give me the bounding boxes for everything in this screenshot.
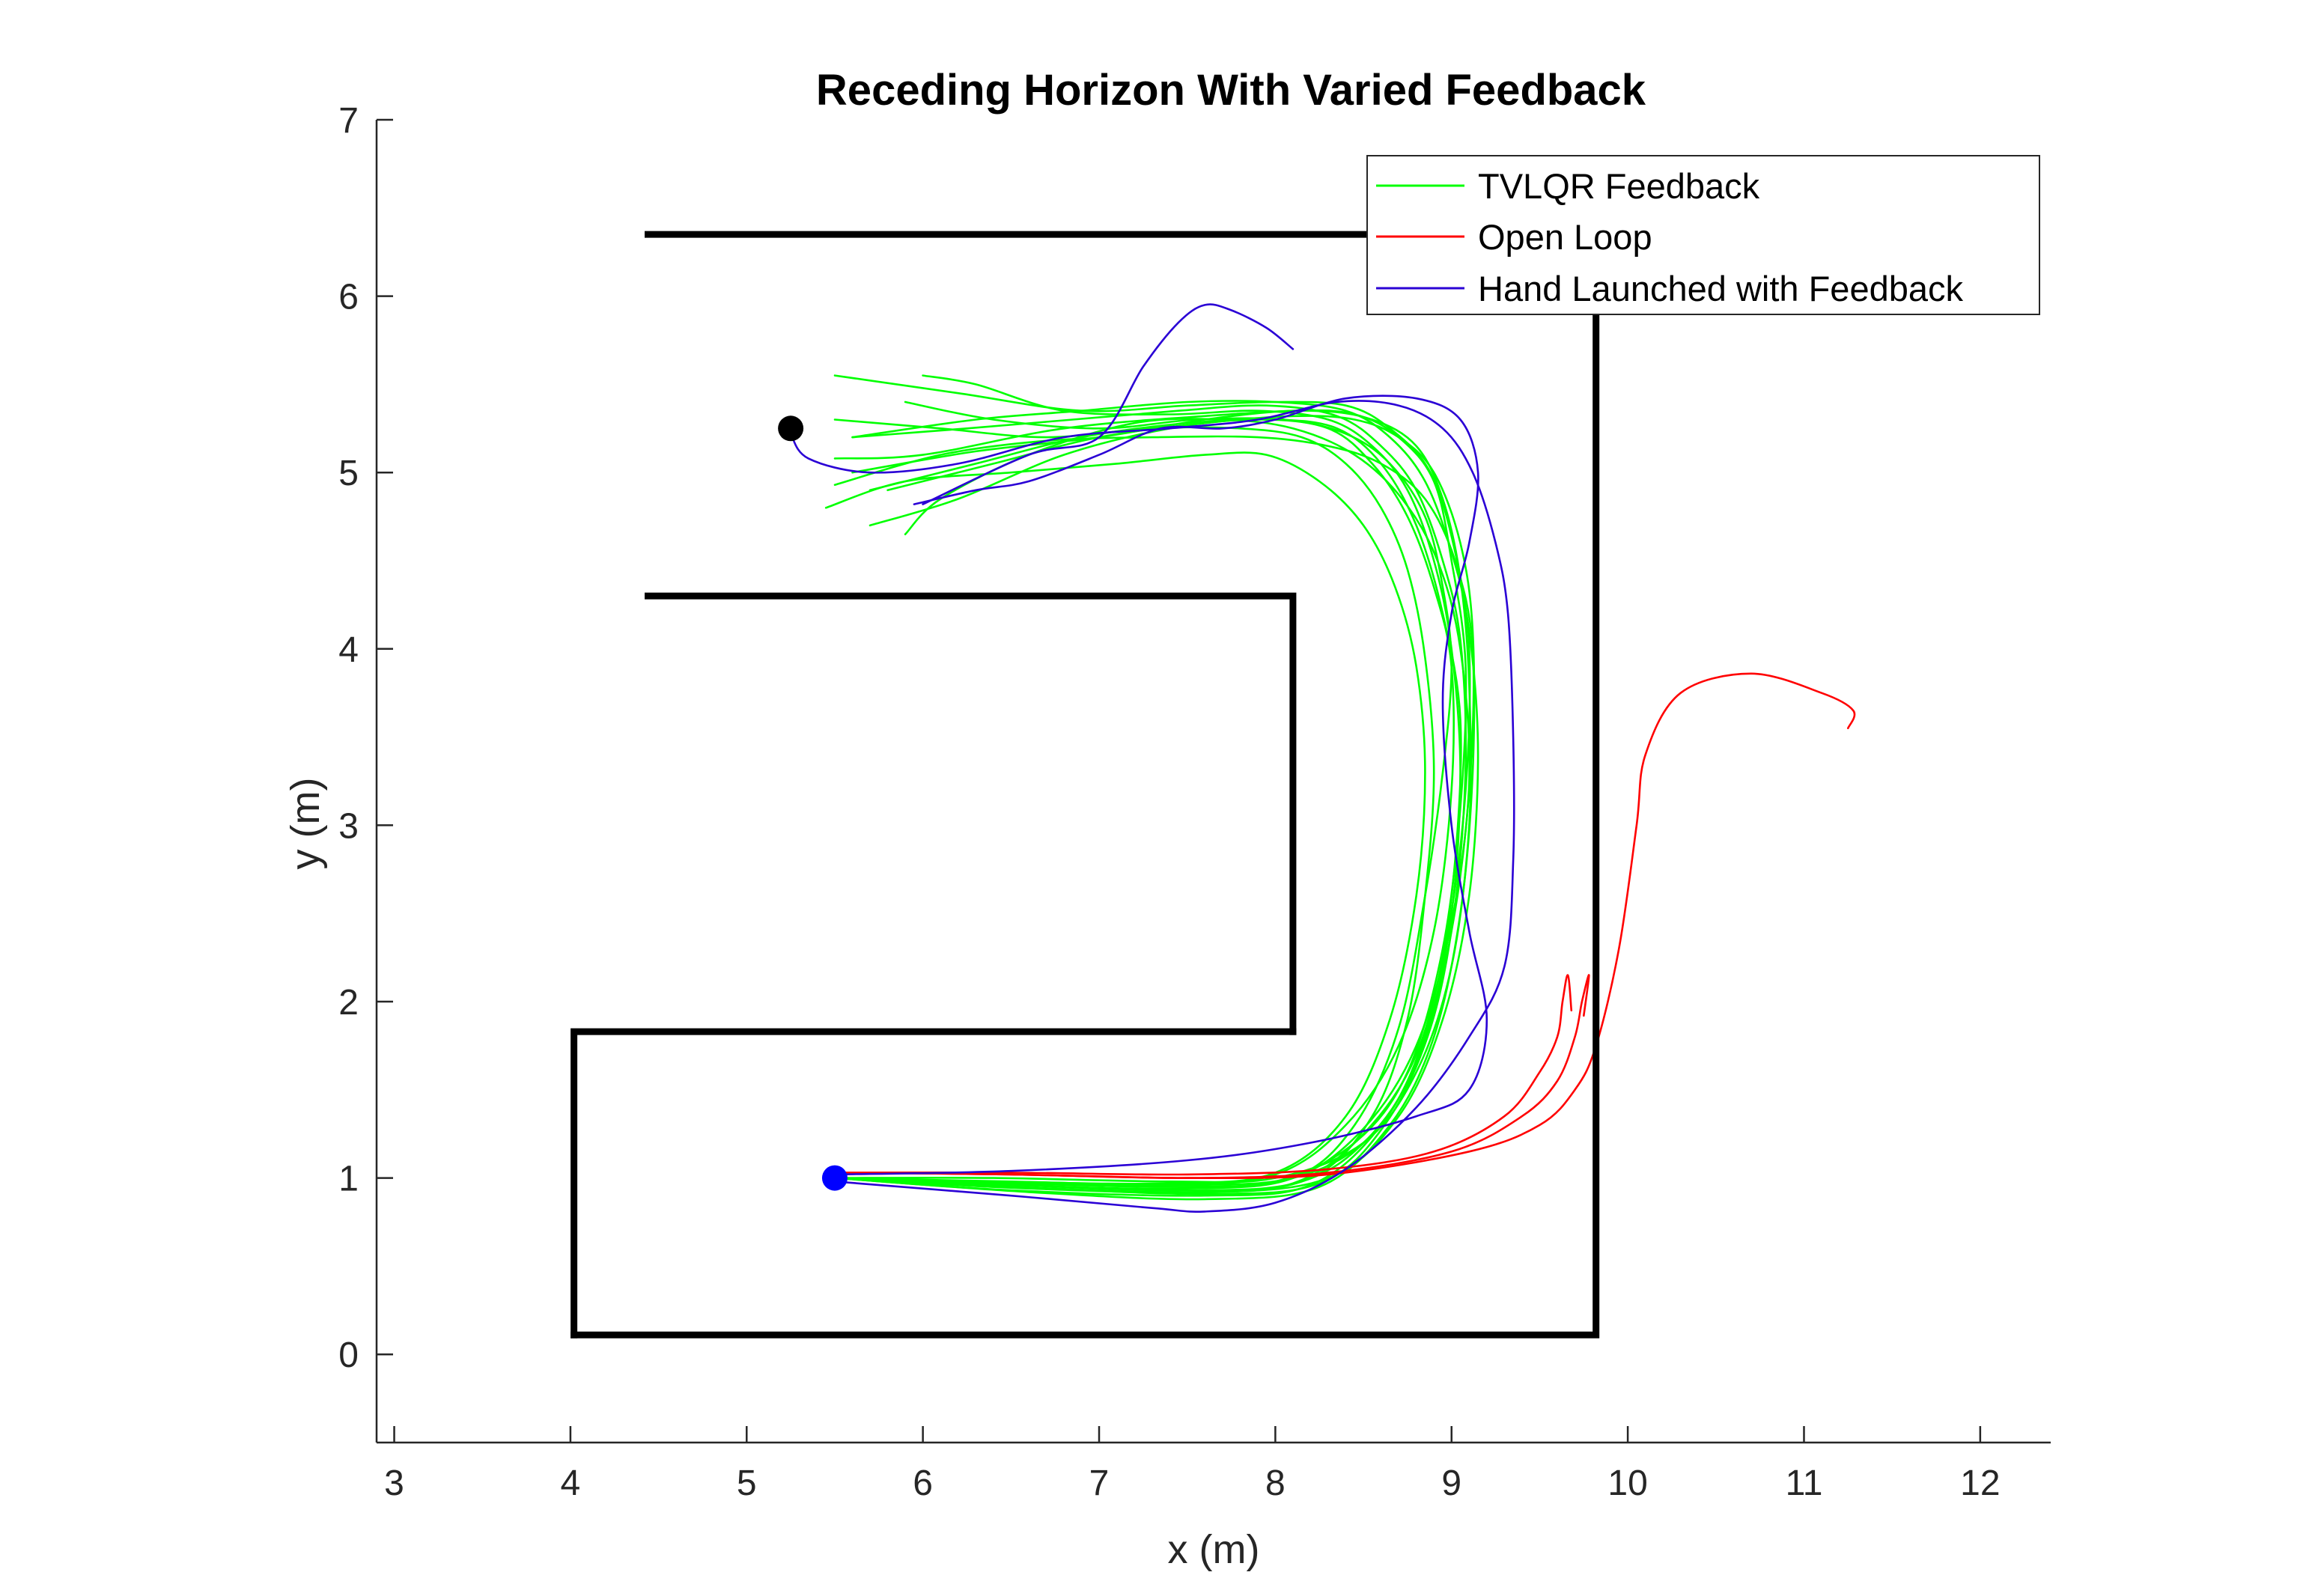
x-tick-label: 8 [1265, 1463, 1286, 1503]
x-tick-label: 12 [1960, 1463, 2000, 1503]
tvlqr-trajectory [833, 409, 1472, 1184]
legend: TVLQR Feedback Open Loop Hand Launched w… [1366, 155, 2040, 315]
y-axis-label: y (m) [283, 778, 328, 870]
hand-launched-trajectory [922, 303, 1295, 505]
y-tick-label: 3 [338, 806, 359, 846]
x-tick-label: 4 [561, 1463, 581, 1503]
x-tick-label: 5 [737, 1463, 757, 1503]
tvlqr-trajectory [833, 404, 1467, 1196]
right-wall [571, 231, 1600, 1338]
chart-title: Receding Horizon With Varied Feedback [816, 66, 1646, 115]
inner-block [645, 592, 1297, 1035]
open-loop-trajectory [833, 672, 1856, 1180]
start-marker [821, 1165, 848, 1191]
open-loop-trajectory [833, 974, 1573, 1176]
goal-marker [778, 415, 804, 442]
y-tick-label: 1 [338, 1160, 359, 1199]
markers-layer [778, 415, 848, 1191]
x-tick-label: 9 [1441, 1463, 1461, 1503]
x-tick-label: 3 [384, 1463, 404, 1503]
outer-left-wall [571, 1028, 1297, 1338]
tvlqr-trajectory [833, 418, 1455, 1187]
x-tick-label: 7 [1089, 1463, 1110, 1503]
tvlqr-trajectory [833, 418, 1470, 1188]
x-ticks: 3 4 5 6 7 8 9 10 11 12 [384, 1426, 2001, 1503]
y-tick-label: 5 [338, 454, 359, 493]
y-tick-label: 2 [338, 983, 359, 1023]
tvlqr-trajectory [833, 374, 1461, 1197]
tvlqr-trajectory [833, 418, 1435, 1194]
hand-launched-trajectory [833, 395, 1488, 1176]
hand-launched-trajectory [789, 400, 1515, 1213]
legend-box [1366, 155, 2040, 315]
y-tick-label: 0 [338, 1335, 359, 1375]
data-layer [789, 303, 1856, 1213]
legend-label-hand-launched: Hand Launched with Feedback [1478, 269, 1963, 308]
walls-layer [571, 231, 1600, 1338]
y-tick-label: 7 [338, 101, 359, 141]
tvlqr-trajectory [833, 418, 1462, 1187]
legend-label-open-loop: Open Loop [1478, 217, 1652, 257]
y-tick-label: 6 [338, 278, 359, 317]
y-ticks: 0 1 2 3 4 5 6 7 [338, 101, 393, 1375]
tvlqr-trajectory [833, 400, 1452, 1190]
x-tick-label: 11 [1786, 1463, 1823, 1503]
y-tick-label: 4 [338, 630, 359, 670]
x-tick-label: 6 [913, 1463, 933, 1503]
legend-label-tvlqr: TVLQR Feedback [1478, 166, 1760, 206]
x-axis-label: x (m) [1168, 1527, 1260, 1572]
tvlqr-trajectory [824, 451, 1426, 1185]
x-tick-label: 10 [1607, 1463, 1647, 1503]
